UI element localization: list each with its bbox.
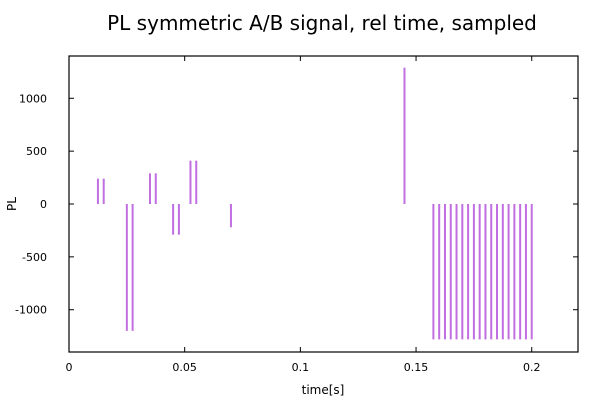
- y-tick-label: 500: [26, 145, 47, 158]
- x-tick-label: 0.05: [172, 361, 197, 374]
- x-tick-label: 0.15: [404, 361, 429, 374]
- x-tick-label: 0.1: [292, 361, 310, 374]
- y-tick-label: 1000: [19, 92, 47, 105]
- axis-ticks: 0 0.05 0.1 0.15 0.2 -1000 -500 0 500 1000: [15, 56, 578, 374]
- y-tick-label: -500: [22, 251, 47, 264]
- x-tick-label: 0: [66, 361, 73, 374]
- x-axis-label: time[s]: [302, 383, 345, 397]
- x-tick-label: 0.2: [523, 361, 541, 374]
- y-tick-label: -1000: [15, 304, 47, 317]
- data-marks: [96, 67, 533, 340]
- y-axis-label: PL: [5, 197, 19, 211]
- plot-frame: [68, 55, 579, 353]
- chart-title: PL symmetric A/B signal, rel time, sampl…: [107, 11, 537, 35]
- y-tick-label: 0: [40, 198, 47, 211]
